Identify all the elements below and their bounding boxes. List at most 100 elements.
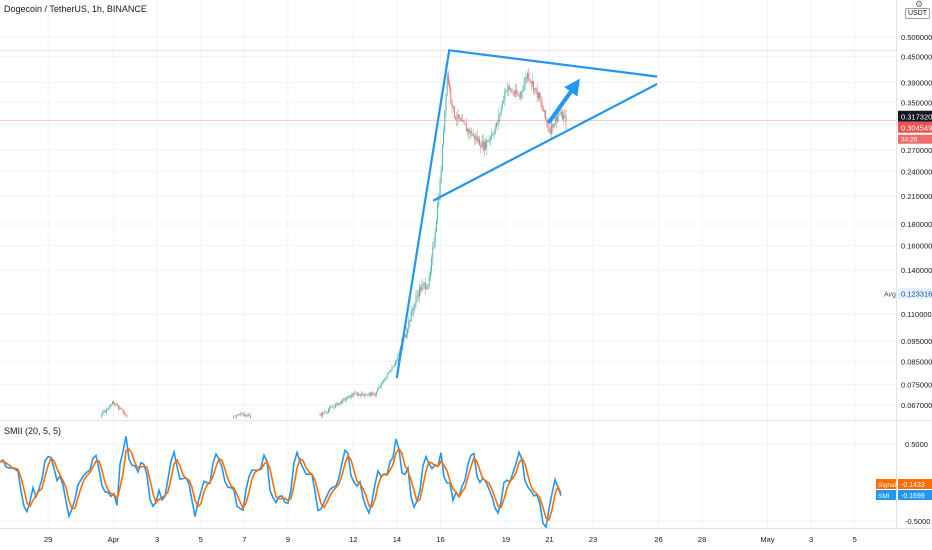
candle-body (474, 134, 476, 140)
candle-body (440, 170, 442, 182)
candle-body (408, 320, 410, 330)
candle-body (345, 398, 347, 401)
time-tick-label: 7 (242, 535, 246, 544)
candle-body (427, 284, 429, 288)
candle-body (483, 142, 485, 150)
candle-body (101, 414, 103, 417)
candle-body (395, 362, 397, 365)
candle-body (506, 88, 508, 91)
candle-body (374, 395, 376, 396)
candle-body (457, 114, 459, 120)
arrow-head[interactable] (564, 78, 581, 97)
candle-body (384, 379, 386, 382)
candle-body (492, 134, 494, 135)
trendline-3[interactable] (432, 83, 658, 202)
trendline-1[interactable] (395, 49, 451, 379)
drawings-layer[interactable] (395, 49, 658, 379)
candle-body (120, 407, 122, 409)
candle-body (558, 113, 560, 115)
candle-body (117, 405, 119, 409)
gear-icon[interactable]: ⚙ (915, 0, 924, 9)
candle-body (561, 111, 563, 120)
candle-body (329, 407, 331, 410)
time-tick-label: 16 (436, 535, 444, 544)
candle-body (343, 398, 345, 400)
candle-body (528, 72, 530, 80)
candle-body (331, 407, 333, 408)
candle-body (242, 414, 244, 416)
candle-body (375, 391, 377, 396)
time-tick-label: 26 (654, 535, 662, 544)
trendline-2[interactable] (448, 49, 658, 78)
candle-body (503, 100, 505, 102)
indicator-pane[interactable] (0, 436, 562, 530)
candle-body (319, 414, 321, 416)
candle-body (407, 329, 409, 334)
candle-body (233, 417, 235, 419)
time-tick-label: 21 (545, 535, 553, 544)
candle-body (557, 114, 559, 121)
candle-body (366, 395, 368, 396)
candle-body (339, 401, 341, 403)
signal-tag-value-bg (898, 479, 932, 489)
candle-body (551, 123, 553, 134)
candle-body (545, 110, 547, 119)
last-price-tag-text: 0.3173205 (901, 112, 932, 121)
candle-body (365, 395, 367, 396)
candle-body (241, 413, 243, 415)
candle-body (497, 123, 499, 124)
candle-body (409, 320, 411, 322)
indicator-title: SMII (20, 5, 5) (4, 426, 62, 436)
candle-body (453, 106, 455, 118)
avg-label-value: 0.1233163 (901, 289, 932, 298)
currency-button[interactable]: USDT (905, 8, 931, 19)
candle-body (445, 94, 447, 111)
candle-body (536, 88, 538, 98)
candle-body (517, 94, 519, 96)
time-tick-label: 3 (809, 535, 813, 544)
candle-body (500, 107, 502, 114)
candle-body (494, 127, 496, 134)
candle-body (516, 90, 518, 95)
candle-body (426, 287, 428, 289)
candle-body (471, 134, 473, 136)
candle-body (524, 78, 526, 84)
candle-body (529, 79, 531, 82)
avg-label: Avg 0.1233163 (884, 287, 932, 299)
candle-body (360, 394, 362, 396)
candle-body (553, 123, 555, 128)
candle-body (359, 394, 361, 395)
candle-body (433, 242, 435, 248)
candle-body (539, 92, 541, 99)
arrow-shaft[interactable] (547, 89, 573, 124)
candle-body (353, 395, 355, 396)
candle-body (548, 127, 550, 132)
candle-body (523, 83, 525, 91)
time-tick-label: Apr (108, 535, 120, 544)
signal-tag-name: Signal (878, 482, 897, 489)
candle-body (489, 137, 491, 140)
candle-body (414, 303, 416, 310)
candle-body (425, 283, 427, 289)
candle-body (337, 402, 339, 406)
candle-body (335, 404, 337, 408)
candle-body (498, 114, 500, 124)
candle-body (552, 123, 554, 128)
candle-body (563, 115, 565, 120)
countdown-label: 34:28 (901, 136, 918, 143)
candle-body (107, 409, 109, 410)
candle-body (379, 386, 381, 388)
candle-body (330, 407, 332, 408)
candle-body (435, 220, 437, 233)
candle-body (349, 395, 351, 398)
candle-body (125, 414, 127, 415)
candle-body (525, 78, 527, 79)
candle-body (411, 310, 413, 312)
candle-body (540, 98, 542, 103)
